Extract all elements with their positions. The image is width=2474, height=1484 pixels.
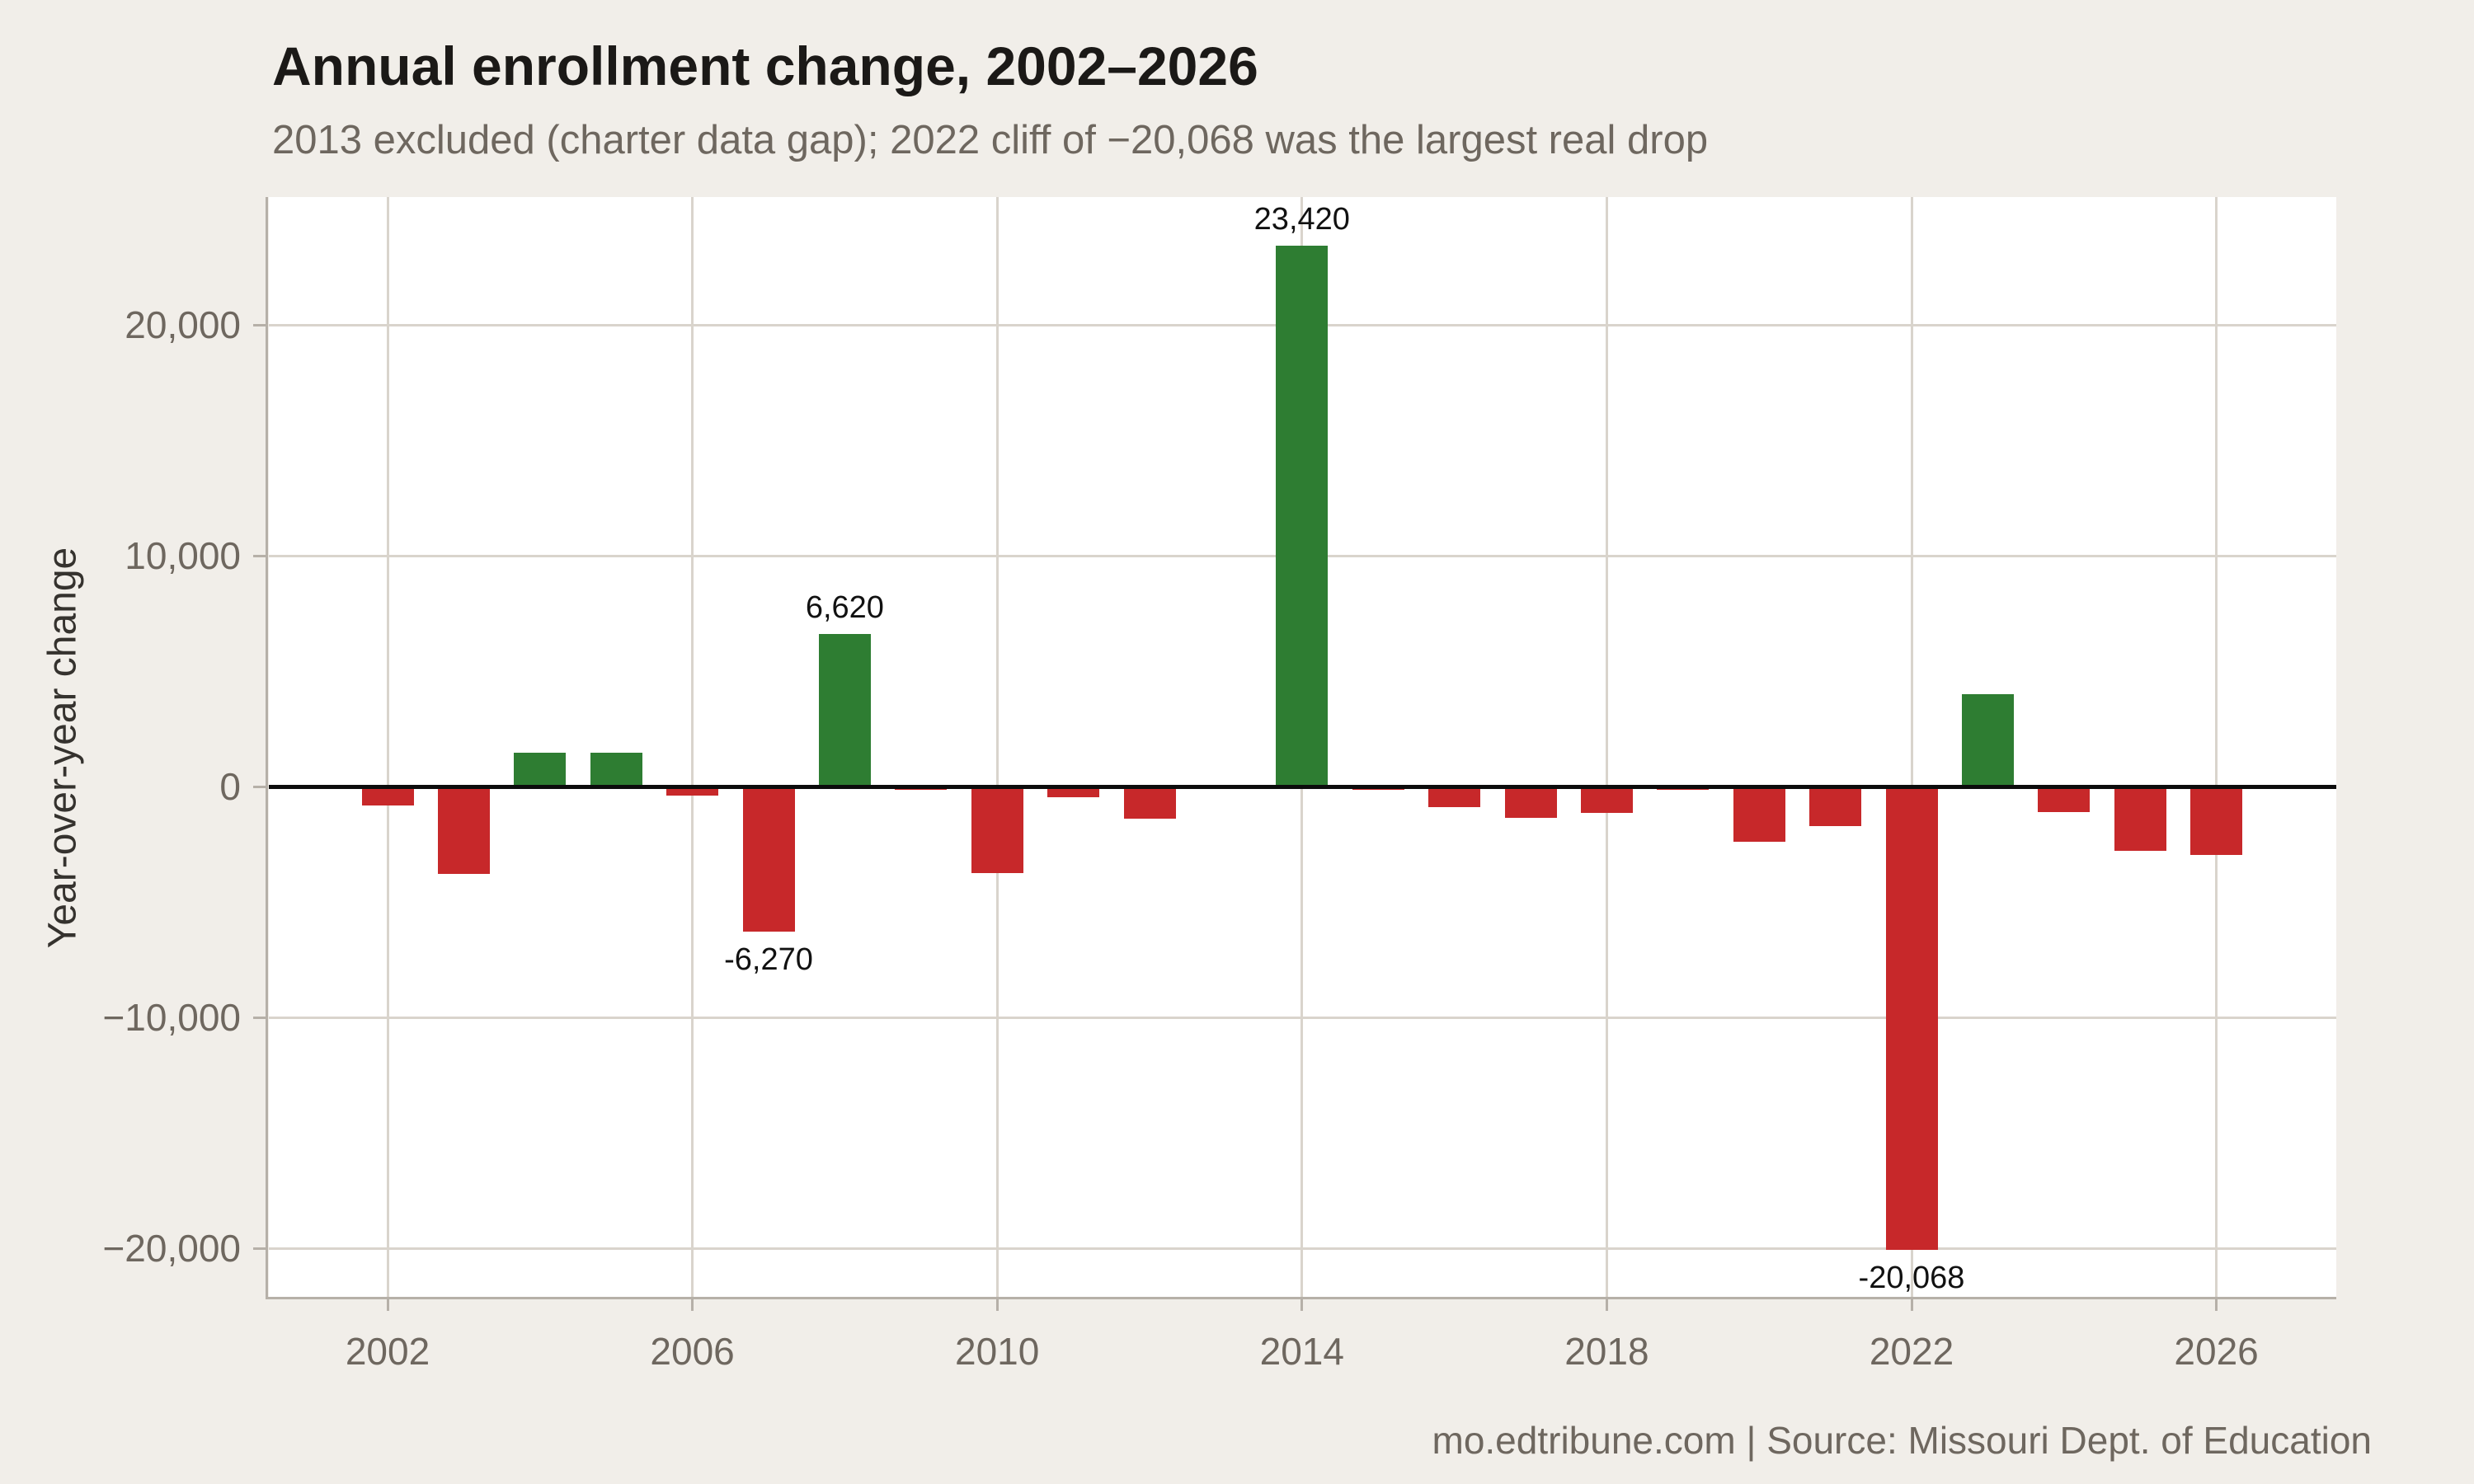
bar-value-label-2007: -6,270 (724, 942, 813, 977)
x-axis-tick (386, 1297, 389, 1311)
zero-line (269, 784, 2336, 789)
x-axis-tick (1605, 1297, 1608, 1311)
x-axis-tick (2215, 1297, 2218, 1311)
x-axis-tick-label: 2026 (2174, 1330, 2259, 1373)
x-axis-tick-label: 2018 (1564, 1330, 1649, 1373)
y-axis-title: Year-over-year change (40, 547, 85, 949)
gridline-x-2022 (1910, 197, 1913, 1297)
y-axis-tick (253, 554, 266, 557)
bar-2005 (590, 753, 642, 787)
gridline-x-2026 (2215, 197, 2218, 1297)
bar-2024 (2038, 787, 2091, 812)
x-axis-tick (995, 1297, 999, 1311)
chart-title: Annual enrollment change, 2002–2026 (272, 35, 1258, 96)
x-axis-tick-label: 2006 (650, 1330, 735, 1373)
bar-value-label-2014: 23,420 (1253, 202, 1350, 237)
y-axis-tick (253, 323, 266, 326)
bar-value-label-2008: 6,620 (805, 589, 884, 625)
bar-2002 (361, 787, 414, 806)
gridline-x-2002 (386, 197, 389, 1297)
bar-2006 (666, 787, 719, 796)
x-axis-tick-label: 2022 (1869, 1330, 1954, 1373)
gridline-x-2018 (1605, 197, 1608, 1297)
bar-2012 (1123, 787, 1176, 819)
y-axis-tick-label: −10,000 (102, 996, 241, 1039)
bar-2007 (742, 787, 795, 932)
y-axis-line (266, 197, 268, 1299)
bar-value-label-2022: -20,068 (1858, 1260, 1965, 1295)
bar-2022 (1885, 787, 1938, 1250)
x-axis-tick (1910, 1297, 1913, 1311)
x-axis-tick (1300, 1297, 1304, 1311)
y-axis-tick-label: 10,000 (125, 534, 241, 577)
bar-2003 (437, 787, 490, 875)
x-axis-tick-label: 2002 (345, 1330, 430, 1373)
bar-2011 (1047, 787, 1100, 798)
y-axis-tick-label: −20,000 (102, 1227, 241, 1270)
gridline-x-2006 (691, 197, 694, 1297)
x-axis-line (266, 1297, 2336, 1299)
bar-2014 (1276, 246, 1329, 787)
y-axis-tick-label: 20,000 (125, 303, 241, 346)
bar-2018 (1580, 787, 1633, 814)
gridline-x-2010 (995, 197, 999, 1297)
y-axis-tick (253, 785, 266, 788)
x-axis-tick (691, 1297, 694, 1311)
bar-2026 (2190, 787, 2243, 855)
x-axis-tick-label: 2014 (1259, 1330, 1344, 1373)
x-axis-tick-label: 2010 (955, 1330, 1040, 1373)
source-credit: mo.edtribune.com | Source: Missouri Dept… (1432, 1419, 2373, 1462)
bar-2017 (1504, 787, 1557, 818)
bar-2025 (2114, 787, 2166, 852)
bar-2023 (1961, 694, 2014, 787)
bar-2020 (1733, 787, 1785, 843)
y-axis-tick (253, 1247, 266, 1250)
bar-2008 (818, 633, 871, 787)
bar-2010 (971, 787, 1023, 873)
bar-2021 (1809, 787, 1862, 827)
y-axis-tick-label: 0 (219, 765, 241, 808)
bar-2004 (514, 753, 567, 787)
chart-subtitle: 2013 excluded (charter data gap); 2022 c… (272, 118, 1709, 162)
y-axis-tick (253, 1016, 266, 1019)
bar-2016 (1428, 787, 1481, 807)
